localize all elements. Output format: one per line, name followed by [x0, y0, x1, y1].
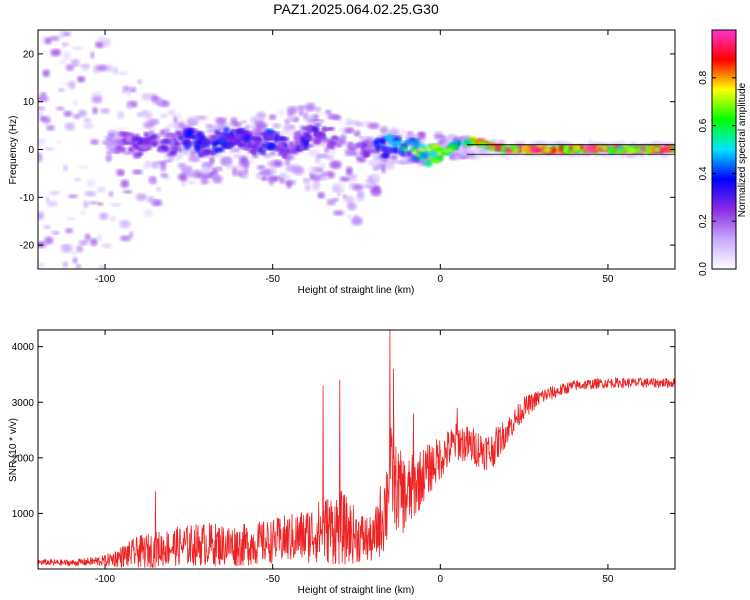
colorbar-tick-label: 0.4: [698, 166, 709, 180]
chart-title: PAZ1.2025.064.02.25.G30: [273, 1, 439, 17]
colorbar-label: Normalized spectral amplitude: [737, 82, 748, 217]
snr-line: [38, 330, 675, 568]
spectrogram-xtick-label: 50: [602, 274, 614, 285]
snr-xtick-label: -100: [95, 574, 115, 585]
snr-xtick-label: 0: [438, 574, 444, 585]
spectrogram-ylabel: Frequency (Hz): [8, 116, 19, 185]
spectrogram-ytick-label: 10: [23, 97, 35, 108]
snr-ytick-label: 2000: [12, 453, 35, 464]
spectrogram-heatmap: [38, 30, 675, 269]
spectrogram-frame: [37, 29, 676, 270]
colorbar-tick-label: 0.0: [698, 262, 709, 276]
snr-xtick-label: -50: [265, 574, 280, 585]
spectrogram-xlabel: Height of straight line (km): [298, 285, 415, 296]
colorbar-tick-label: 0.8: [698, 70, 709, 84]
snr-ytick-label: 4000: [12, 342, 35, 353]
spectrogram-ytick-label: -10: [20, 193, 35, 204]
spectrogram-xtick-label: -50: [265, 274, 280, 285]
spectrogram-xtick-label: -100: [95, 274, 115, 285]
spectrogram-ytick-label: -20: [20, 241, 35, 252]
colorbar-tick-label: 0.6: [698, 118, 709, 132]
spectrogram-ytick-label: 20: [23, 49, 35, 60]
colorbar-frame: [711, 29, 737, 270]
colorbar-ticks: 0.0 0.2 0.4 0.6 0.8: [698, 70, 736, 276]
snr-xlabel: Height of straight line (km): [298, 585, 415, 596]
colorbar-tick-label: 0.2: [698, 214, 709, 228]
snr-ytick-label: 3000: [12, 398, 35, 409]
colorbar: 0.0 0.2 0.4 0.6 0.8 Normalized spectral ampl…: [698, 29, 748, 276]
snr-ylabel: SNR (10 * v/v): [8, 418, 19, 482]
spectrogram-ytick-label: 0: [28, 145, 34, 156]
spectrogram-xtick-label: 0: [438, 274, 444, 285]
snr-panel: -100 -50 0 50 1000 2000 3000 4000 Height of str…: [8, 329, 676, 596]
snr-xtick-label: 50: [602, 574, 614, 585]
snr-frame: [37, 329, 676, 570]
snr-series: [38, 330, 675, 568]
colorbar-fill: [712, 30, 736, 269]
snr-axes: -100 -50 0 50 1000 2000 3000 4000: [12, 330, 675, 585]
snr-ytick-label: 1000: [12, 509, 35, 520]
